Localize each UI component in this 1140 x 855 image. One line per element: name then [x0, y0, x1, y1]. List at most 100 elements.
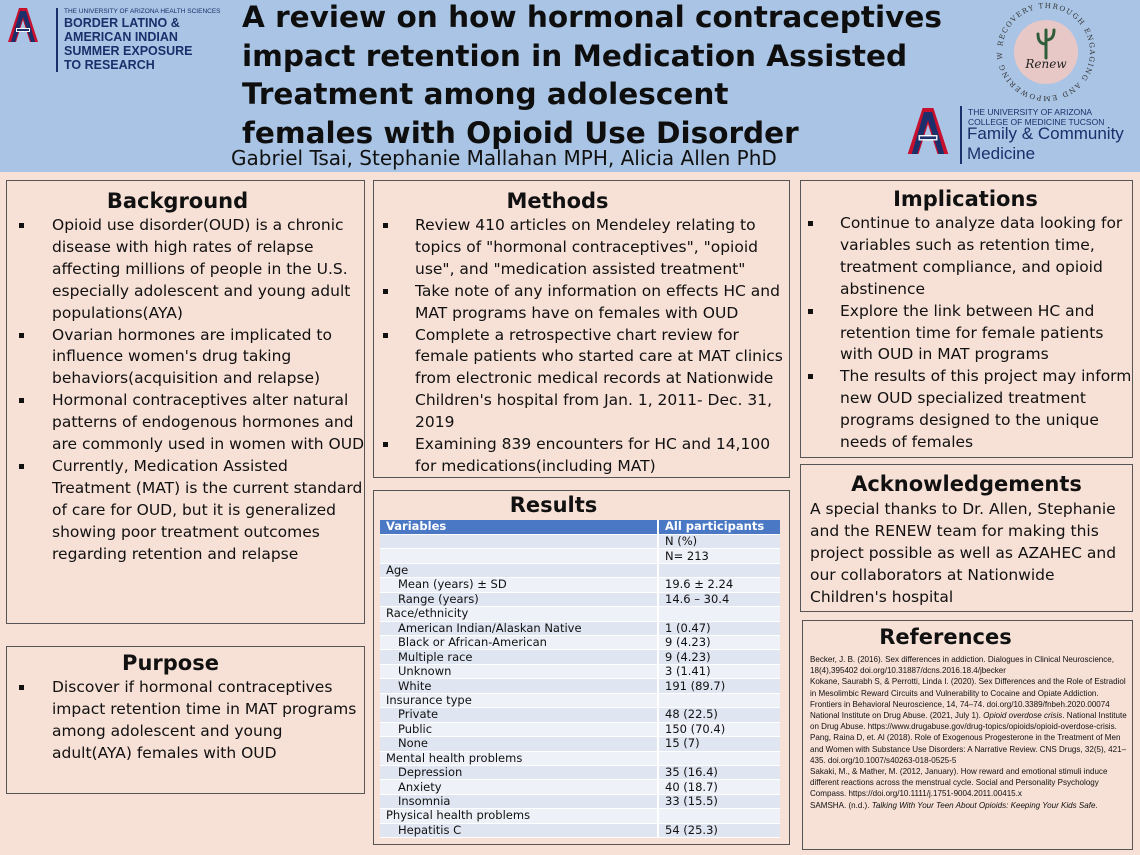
reference-text: Sakaki, M., & Mather, M. (2012, January)… [810, 767, 1108, 799]
renew-logo: RECOVERY THROUGH ENGAGING AND EMPOWERING… [990, 0, 1095, 102]
title-line: females with Opioid Use Disorder [242, 115, 799, 150]
logo-line: SUMMER EXPOSURE [64, 44, 193, 58]
table-cell-value: 33 (15.5) [657, 794, 780, 810]
table-cell-variable: Insomnia [380, 794, 658, 810]
reference-item: SAMSHA. (n.d.). Talking With Your Teen A… [810, 800, 1130, 811]
table-row: Public 150 (70.4) [380, 722, 780, 738]
reference-text: Becker, J. B. (2016). Sex differences in… [810, 655, 1115, 676]
reference-text: Opioid overdose crisis [983, 711, 1063, 721]
logo-line: AMERICAN INDIAN [64, 30, 178, 44]
table-row: Range (years) 14.6 – 30.4 [380, 592, 780, 608]
list-item: The results of this project may inform n… [801, 366, 1132, 454]
reference-text: Talking With Your Teen About Opioids: Ke… [871, 800, 1096, 810]
table-cell-variable: Range (years) [380, 592, 658, 608]
table-cell-value: 48 (22.5) [657, 707, 780, 723]
table-cell-variable: Anxiety [380, 779, 658, 795]
fcm-big-line: Family & Community [967, 124, 1124, 143]
table-cell-variable: Depression [380, 765, 658, 781]
reference-text: Pang, Raina D, et. Al (2018). Role of Ex… [810, 733, 1127, 765]
implications-list: Continue to analyze data looking for var… [801, 213, 1132, 454]
acknowledgements-text: A special thanks to Dr. Allen, Stephanie… [810, 500, 1117, 606]
table-header-row: Variables All participants [380, 520, 780, 535]
table-row: Private 48 (22.5) [380, 707, 780, 723]
table-row: Mean (years) ± SD 19.6 ± 2.24 [380, 577, 780, 593]
table-cell-variable: Private [380, 707, 658, 723]
reference-text: . National Institute on Drug Abuse. http… [810, 711, 1127, 732]
results-table: Variables All participants N (%) N= 213 Ag… [380, 520, 780, 839]
table-cell-value: 191 (89.7) [657, 678, 780, 694]
table-cell-value: N (%) [657, 534, 780, 550]
table-row: N (%) [380, 534, 780, 550]
renew-word: Renew [1024, 57, 1067, 71]
poster-title: A review on how hormonal contraceptives … [242, 0, 962, 152]
table-cell-value: 150 (70.4) [657, 722, 780, 738]
list-item: Hormonal contraceptives alter natural pa… [7, 390, 364, 456]
table-cell-variable: None [380, 736, 658, 752]
poster-header: THE UNIVERSITY OF ARIZONA HEALTH SCIENCE… [0, 0, 1140, 172]
background-panel: Background Opioid use disorder(OUD) is a… [6, 180, 365, 624]
table-cell-value: 3 (1.41) [657, 664, 780, 680]
table-row: White 191 (89.7) [380, 678, 780, 694]
table-cell-value: 35 (16.4) [657, 765, 780, 781]
list-item: Opioid use disorder(OUD) is a chronic di… [7, 215, 364, 325]
list-item: Currently, Medication Assisted Treatment… [7, 456, 364, 566]
acknowledgements-panel: Acknowledgements A special thanks to Dr.… [800, 464, 1133, 612]
table-cell-variable: Multiple race [380, 649, 658, 665]
table-cell-variable [380, 548, 658, 564]
reference-item: Pang, Raina D, et. Al (2018). Role of Ex… [810, 732, 1130, 766]
table-cell-value [657, 751, 780, 766]
purpose-title: Purpose [122, 651, 219, 675]
table-header-cell: All participants [657, 520, 780, 535]
arizona-a-icon [907, 108, 949, 154]
table-cell-value: 14.6 – 30.4 [657, 592, 780, 608]
table-cell-value: 1 (0.47) [657, 621, 780, 637]
table-cell-value: 40 (18.7) [657, 779, 780, 795]
table-cell-variable: Hepatitis C [380, 823, 658, 839]
purpose-panel: Purpose Discover if hormonal contracepti… [6, 646, 365, 794]
fcm-small-line: COLLEGE OF MEDICINE TUCSON [968, 117, 1105, 127]
table-cell-variable: Race/ethnicity [380, 606, 658, 622]
table-row: N= 213 [380, 548, 780, 564]
logo-small-text: THE UNIVERSITY OF ARIZONA HEALTH SCIENCE… [64, 8, 221, 15]
table-header-cell: Variables [380, 520, 658, 535]
fcm-small-line: THE UNIVERSITY OF ARIZONA [968, 107, 1093, 117]
logo-divider [56, 8, 58, 72]
list-item: Ovarian hormones are implicated to influ… [7, 325, 364, 391]
table-row: Anxiety 40 (18.7) [380, 779, 780, 795]
table-cell-value [657, 563, 780, 579]
list-item: Discover if hormonal contraceptives impa… [7, 677, 364, 765]
fcm-small-text: THE UNIVERSITY OF ARIZONA COLLEGE OF MED… [968, 107, 1104, 127]
list-item: Take note of any information on effects … [374, 281, 789, 325]
title-line: impact retention in Medication Assisted [242, 38, 908, 73]
table-row: Multiple race 9 (4.23) [380, 649, 780, 665]
authors: Gabriel Tsai, Stephanie Mallahan MPH, Al… [231, 146, 777, 170]
table-row: Insomnia 33 (15.5) [380, 794, 780, 810]
table-cell-variable: Physical health problems [380, 808, 658, 824]
references-panel: References Becker, J. B. (2016). Sex dif… [802, 620, 1133, 850]
arizona-a-icon [8, 8, 38, 42]
table-row: Insurance type [380, 693, 780, 709]
table-cell-value: 19.6 ± 2.24 [657, 577, 780, 593]
logo-divider [960, 106, 962, 164]
list-item: Review 410 articles on Mendeley relating… [374, 215, 789, 281]
table-row: Hepatitis C 54 (25.3) [380, 823, 780, 839]
table-cell-value [657, 606, 780, 622]
implications-panel: Implications Continue to analyze data lo… [800, 180, 1133, 458]
list-item: Complete a retrospective chart review fo… [374, 325, 789, 435]
fcm-big-line: Medicine [967, 144, 1036, 163]
table-cell-variable: White [380, 678, 658, 694]
background-title: Background [106, 189, 249, 213]
references-list: Becker, J. B. (2016). Sex differences in… [810, 654, 1130, 811]
logo-line: BORDER LATINO & [64, 16, 180, 30]
fcm-logo: THE UNIVERSITY OF ARIZONA COLLEGE OF MED… [906, 104, 1140, 166]
fcm-department-name: Family & Community Medicine [967, 124, 1124, 164]
reference-text: SAMSHA. (n.d.). [810, 800, 872, 810]
table-row: Race/ethnicity [380, 606, 780, 622]
acknowledgements-title: Acknowledgements [851, 472, 1082, 496]
table-row: Physical health problems [380, 808, 780, 824]
table-cell-variable: Mental health problems [380, 751, 658, 766]
table-cell-value: 54 (25.3) [657, 823, 780, 839]
table-cell-variable: Black or African-American [380, 635, 658, 651]
table-cell-variable: Public [380, 722, 658, 738]
purpose-list: Discover if hormonal contraceptives impa… [7, 677, 364, 765]
